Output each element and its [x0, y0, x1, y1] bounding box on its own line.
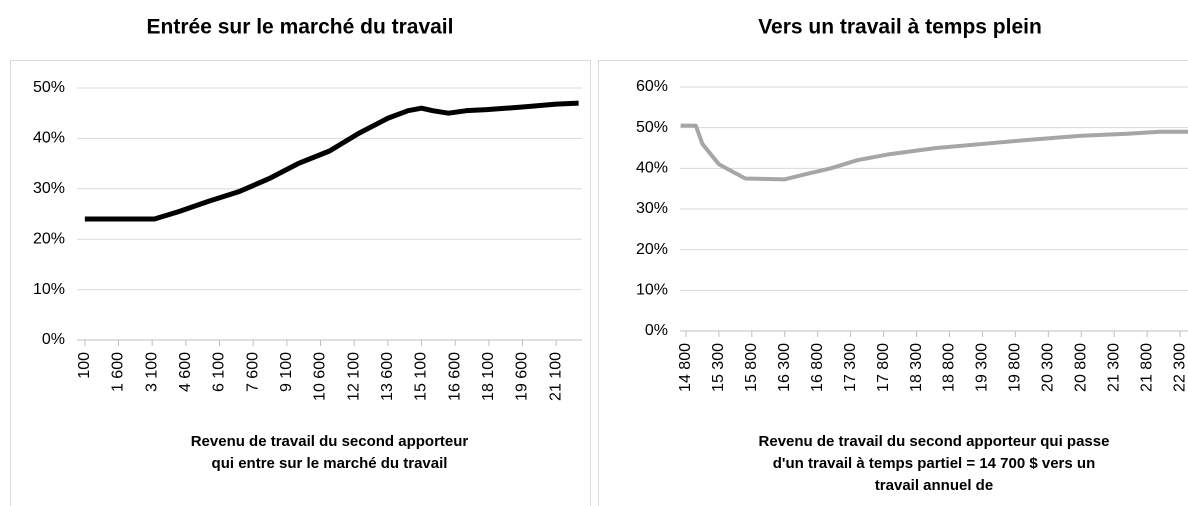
y-tick-label: 10% — [636, 282, 668, 299]
y-tick-label: 0% — [42, 331, 65, 348]
y-tick-label: 40% — [636, 160, 668, 177]
x-tick-label: 9 100 — [278, 352, 295, 392]
y-tick-label: 50% — [33, 79, 65, 96]
x-tick-label: 10 600 — [312, 352, 329, 401]
x-tick-label: 21 800 — [1138, 343, 1155, 392]
x-tick-label: 3 100 — [143, 352, 160, 392]
x-axis-label: travail annuel de — [875, 477, 993, 494]
x-tick-label: 17 800 — [875, 343, 892, 392]
y-tick-label: 0% — [645, 322, 668, 339]
x-tick-label: 21 300 — [1105, 343, 1122, 392]
x-tick-label: 16 600 — [446, 352, 463, 401]
x-tick-label: 17 300 — [842, 343, 859, 392]
x-axis-label: d'un travail à temps partiel = 14 700 $ … — [773, 455, 1095, 472]
x-tick-label: 6 100 — [211, 352, 228, 392]
x-tick-label: 16 300 — [776, 343, 793, 392]
y-tick-label: 30% — [33, 180, 65, 197]
data-line — [680, 123, 1188, 182]
x-tick-label: 16 800 — [809, 343, 826, 392]
x-axis-label: Revenu de travail du second apporteur qu… — [759, 433, 1110, 450]
chart-title: Vers un travail à temps plein — [758, 16, 1042, 39]
x-tick-label: 100 — [76, 352, 93, 379]
x-tick-label: 18 100 — [480, 352, 497, 401]
x-tick-label: 7 600 — [244, 352, 261, 392]
data-line — [84, 100, 579, 222]
x-tick-label: 19 600 — [514, 352, 531, 401]
y-tick-label: 60% — [636, 78, 668, 95]
x-tick-label: 15 100 — [413, 352, 430, 401]
x-tick-label: 15 300 — [710, 343, 727, 392]
x-tick-label: 1 600 — [110, 352, 127, 392]
y-tick-label: 30% — [636, 200, 668, 217]
x-tick-label: 20 800 — [1072, 343, 1089, 392]
panel-frame — [598, 60, 1188, 506]
x-tick-label: 19 800 — [1007, 343, 1024, 392]
x-tick-label: 22 300 — [1171, 343, 1188, 392]
x-tick-label: 19 300 — [974, 343, 991, 392]
x-tick-label: 12 100 — [345, 352, 362, 401]
x-tick-label: 14 800 — [677, 343, 694, 392]
x-axis-label: Revenu de travail du second apporteur — [191, 433, 469, 450]
x-tick-label: 18 800 — [941, 343, 958, 392]
x-tick-label: 21 100 — [547, 352, 564, 401]
x-tick-label: 20 300 — [1040, 343, 1057, 392]
x-tick-label: 4 600 — [177, 352, 194, 392]
y-tick-label: 50% — [636, 119, 668, 136]
chart-title: Entrée sur le marché du travail — [147, 16, 454, 39]
x-tick-label: 15 800 — [743, 343, 760, 392]
panel-frame — [10, 60, 591, 506]
y-tick-label: 40% — [33, 130, 65, 147]
y-tick-label: 20% — [636, 241, 668, 258]
x-tick-label: 13 600 — [379, 352, 396, 401]
y-tick-label: 20% — [33, 230, 65, 247]
x-tick-label: 18 300 — [908, 343, 925, 392]
y-tick-label: 10% — [33, 281, 65, 298]
x-axis-label: qui entre sur le marché du travail — [212, 455, 448, 472]
